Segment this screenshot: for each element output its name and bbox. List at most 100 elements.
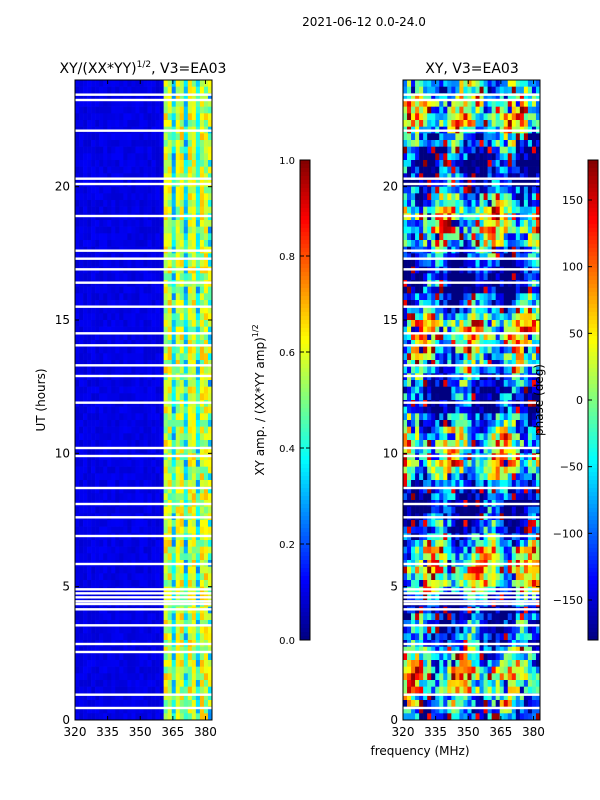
amplitude-cell — [191, 386, 197, 394]
amplitude-cell — [91, 80, 96, 87]
phase-cell — [415, 286, 420, 294]
phase-cell — [503, 333, 509, 341]
amplitude-cell — [135, 153, 140, 161]
phase-cell — [507, 333, 513, 341]
phase-cell — [463, 366, 468, 374]
phase-cell — [475, 360, 480, 367]
amplitude-cell — [175, 113, 181, 121]
amplitude-cell — [143, 613, 148, 621]
amplitude-cell — [87, 293, 92, 301]
phase-cell — [531, 160, 537, 167]
amplitude-cell — [167, 393, 173, 401]
phase-cell — [467, 113, 472, 121]
amplitude-cell — [111, 293, 116, 301]
amplitude-cell — [115, 566, 120, 574]
amplitude-cell — [83, 200, 88, 207]
colorbar-swatch — [300, 300, 310, 305]
phase-cell — [459, 320, 464, 327]
amplitude-cell — [147, 466, 152, 474]
colorbar-swatch — [300, 424, 310, 429]
amplitude-cell — [107, 660, 112, 667]
amplitude-cell — [179, 573, 185, 581]
phase-cell — [471, 326, 476, 334]
phase-cell — [535, 226, 541, 234]
amplitude-cell — [79, 226, 84, 234]
phase-cell — [455, 293, 460, 301]
phase-cell — [483, 240, 488, 247]
amplitude-cell — [163, 253, 168, 261]
amplitude-cell — [123, 233, 128, 241]
amplitude-cell — [175, 226, 181, 234]
phase-cell — [467, 326, 472, 334]
amplitude-cell — [147, 220, 152, 227]
phase-cell — [483, 346, 488, 354]
amplitude-cell — [111, 446, 116, 454]
colorbar-swatch — [300, 440, 310, 445]
amplitude-cell — [135, 626, 140, 634]
amplitude-cell — [167, 426, 173, 434]
amplitude-cell — [167, 420, 173, 427]
amplitude-cell — [123, 106, 128, 114]
phase-cell — [463, 240, 468, 247]
phase-cell — [467, 120, 472, 127]
colorbar-swatch — [300, 324, 310, 329]
amplitude-cell — [191, 353, 197, 361]
amplitude-cell — [111, 160, 116, 167]
amplitude-cell — [107, 540, 112, 547]
amplitude-cell — [183, 566, 189, 574]
phase-cell — [479, 273, 484, 281]
amplitude-cell — [155, 553, 160, 561]
amplitude-cell — [87, 580, 92, 587]
amplitude-cell — [99, 420, 104, 427]
amplitude-cell — [199, 620, 205, 627]
amplitude-cell — [199, 80, 205, 87]
amplitude-cell — [199, 333, 205, 341]
phase-cell — [507, 366, 513, 374]
amplitude-cell — [139, 700, 144, 707]
amplitude-cell — [175, 160, 181, 167]
amplitude-cell — [95, 153, 100, 161]
amplitude-cell — [147, 333, 152, 341]
amplitude-cell — [95, 686, 100, 694]
amplitude-cell — [159, 186, 164, 194]
amplitude-cell — [159, 713, 164, 721]
colorbar-swatch — [300, 564, 310, 569]
amplitude-cell — [179, 166, 185, 174]
phase-cell — [455, 313, 460, 321]
amplitude-cell — [75, 633, 80, 641]
amplitude-cell — [119, 226, 124, 234]
phase-cell — [499, 220, 505, 227]
phase-cell — [467, 293, 472, 301]
phase-cell — [403, 340, 408, 347]
data-gap — [75, 592, 212, 595]
amplitude-cell — [91, 680, 96, 687]
amplitude-cell — [135, 473, 140, 481]
amplitude-cell — [75, 660, 80, 667]
phase-cell — [515, 326, 521, 334]
amplitude-cell — [159, 426, 164, 434]
phase-cell — [495, 240, 501, 247]
colorbar-swatch — [300, 264, 310, 269]
amplitude-cell — [119, 426, 124, 434]
amplitude-cell — [139, 306, 144, 314]
phase-cell — [527, 100, 533, 107]
amplitude-cell — [195, 253, 201, 261]
amplitude-cell — [83, 226, 88, 234]
amplitude-cell — [143, 480, 148, 487]
amplitude-cell — [163, 186, 168, 194]
amplitude-cell — [131, 340, 136, 347]
amplitude-cell — [203, 333, 209, 341]
phase-cell — [531, 353, 537, 361]
phase-cell — [455, 113, 460, 121]
amplitude-cell — [191, 320, 197, 327]
amplitude-cell — [107, 573, 112, 581]
phase-cell — [515, 366, 521, 374]
phase-cell — [427, 146, 432, 154]
amplitude-cell — [99, 233, 104, 241]
amplitude-cell — [75, 466, 80, 474]
amplitude-cell — [131, 106, 136, 114]
amplitude-cell — [91, 260, 96, 267]
phase-cell — [447, 206, 452, 214]
amplitude-cell — [159, 653, 164, 661]
colorbar-swatch — [300, 468, 310, 473]
